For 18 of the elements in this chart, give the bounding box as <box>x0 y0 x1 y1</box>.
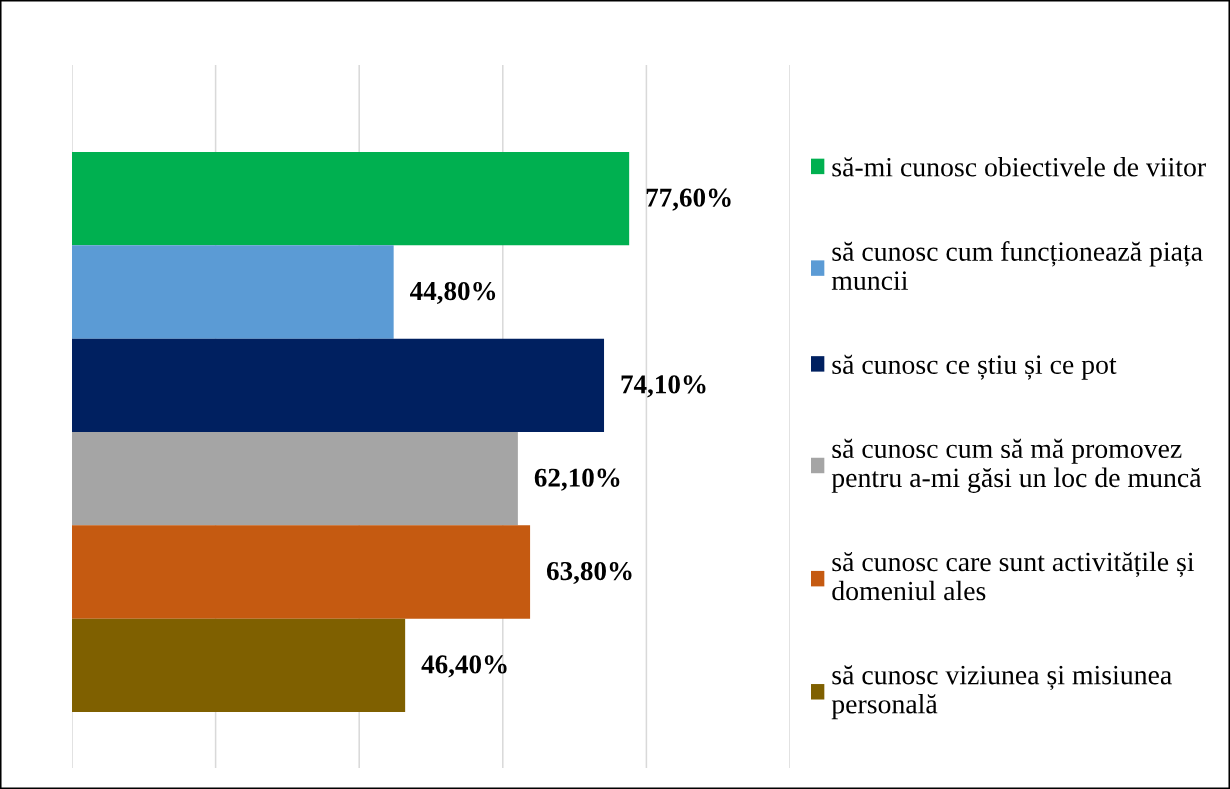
legend-label: să cunosc ce știu și ce pot <box>832 354 1117 380</box>
data-label: 46,40% <box>421 655 507 678</box>
bar <box>72 151 630 246</box>
bar <box>72 338 605 432</box>
legend-label: să cunosc cum funcționează piața muncii <box>831 241 1203 290</box>
legend-label: să cunosc care sunt activitățile și domeniul ales <box>832 551 1195 601</box>
data-label: 62,10% <box>534 468 620 491</box>
data-label: 77,60% <box>646 188 731 211</box>
legend-label: să cunosc cum să mă promovez pentru a-mi găsi un loc de muncă <box>831 438 1202 493</box>
legend-label: să-mi cunosc obiectivele de viitor <box>832 157 1206 177</box>
data-label: 74,10% <box>621 375 706 398</box>
bar <box>72 432 518 526</box>
bar <box>72 525 531 619</box>
data-label: 63,80% <box>546 561 632 585</box>
bar <box>72 618 406 713</box>
legend-label: să cunosc viziunea și misiunea personală <box>831 665 1172 720</box>
data-label: 44,80% <box>410 281 496 305</box>
bar <box>72 245 394 339</box>
